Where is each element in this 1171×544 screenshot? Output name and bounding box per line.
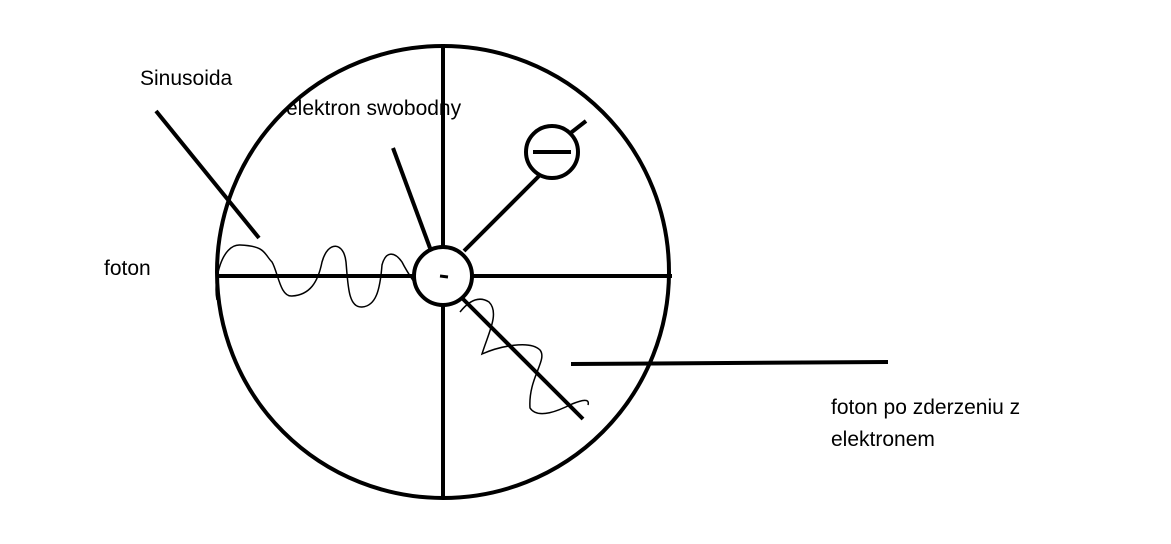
sinusoid-pointer-line — [154, 109, 261, 240]
recoil-electron-path — [462, 173, 542, 253]
incident-photon-wave — [215, 244, 415, 308]
sinusoid-label: Sinusoida — [140, 67, 233, 90]
central-electron-charge-mark — [439, 274, 449, 279]
free-electron-label: elektron swobodny — [286, 97, 462, 120]
scattered-photon-label-line1: foton po zderzeniu z — [831, 396, 1020, 419]
scattered-photon-label-line2: elektronem — [831, 428, 935, 451]
scattered-photon-wave — [459, 298, 590, 415]
scattered-photon-pointer-line — [570, 360, 889, 366]
scattered-photon-path — [461, 297, 585, 421]
free-electron-pointer-line — [391, 147, 432, 249]
photon-label: foton — [104, 257, 151, 280]
